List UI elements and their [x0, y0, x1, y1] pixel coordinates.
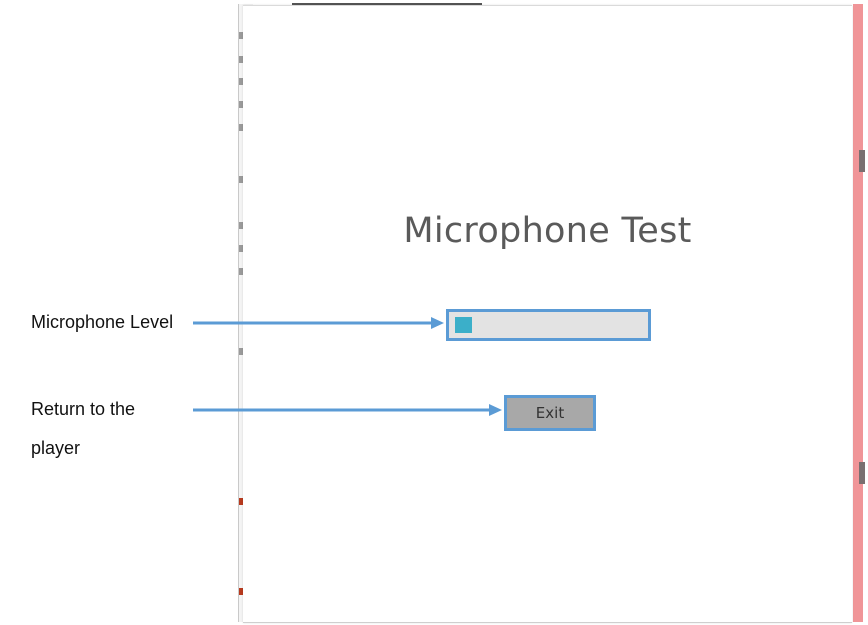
- arrow-to-exit-button: [193, 404, 502, 416]
- background-text-fragment: [239, 245, 243, 252]
- background-text-fragment: [239, 348, 243, 355]
- background-text-fragment: [239, 498, 243, 505]
- background-text-fragment: [239, 222, 243, 229]
- background-text-fragment: [239, 268, 243, 275]
- background-text-fragment: [239, 588, 243, 595]
- annotation-microphone-level: Microphone Level: [31, 312, 174, 332]
- microphone-level-meter: [446, 309, 651, 341]
- arrow-to-level-meter: [193, 317, 444, 329]
- microphone-test-dialog: Microphone Test Exit: [243, 5, 852, 623]
- background-scroll-nub: [859, 150, 865, 172]
- dialog-title: Microphone Test: [403, 211, 692, 251]
- background-window-right-edge: [853, 4, 863, 622]
- background-window-top-line: [292, 3, 482, 5]
- background-text-fragment: [239, 32, 243, 39]
- background-text-fragment: [239, 176, 243, 183]
- background-text-fragment: [239, 56, 243, 63]
- exit-button[interactable]: Exit: [504, 395, 596, 431]
- background-scroll-nub: [859, 462, 865, 484]
- background-text-fragment: [239, 124, 243, 131]
- background-text-fragment: [239, 78, 243, 85]
- background-text-fragment: [239, 101, 243, 108]
- annotation-return-to-player: Return to the player: [31, 399, 136, 458]
- microphone-level-fill: [455, 317, 472, 333]
